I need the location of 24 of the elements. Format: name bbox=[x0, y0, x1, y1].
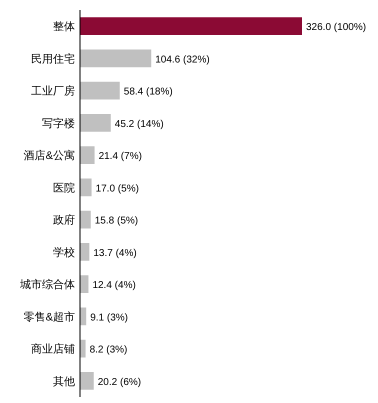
data-label: 20.2 (6%) bbox=[98, 376, 142, 388]
y-tick-label: 其他 bbox=[53, 374, 75, 388]
data-label: 326.0 (100%) bbox=[306, 22, 366, 34]
y-tick-label: 商业店铺 bbox=[31, 342, 75, 356]
y-tick-label: 城市综合体 bbox=[19, 278, 75, 292]
data-label: 104.6 (32%) bbox=[155, 54, 210, 66]
y-tick-label: 政府 bbox=[53, 214, 75, 227]
data-label: 12.4 (4%) bbox=[92, 280, 136, 292]
data-label: 13.7 (4%) bbox=[93, 248, 137, 259]
data-label: 21.4 (7%) bbox=[98, 151, 142, 162]
y-tick-label: 学校 bbox=[53, 246, 75, 259]
y-tick-label: 民用住宅 bbox=[31, 52, 75, 66]
data-label: 15.8 (5%) bbox=[94, 216, 138, 227]
data-label: 8.2 (3%) bbox=[90, 344, 128, 356]
y-tick-label: 零售&超市 bbox=[24, 310, 75, 324]
y-tick-label: 写字楼 bbox=[42, 116, 75, 130]
data-label: 9.1 (3%) bbox=[90, 312, 128, 324]
y-tick-label: 酒店&公寓 bbox=[24, 149, 75, 162]
y-tick-label: 整体 bbox=[53, 21, 75, 34]
y-tick-label: 医院 bbox=[53, 181, 75, 194]
y-tick-label: 工业厂房 bbox=[31, 84, 75, 98]
data-label: 17.0 (5%) bbox=[96, 183, 139, 194]
data-label: 58.4 (18%) bbox=[124, 86, 173, 98]
data-label: 45.2 (14%) bbox=[114, 118, 164, 130]
